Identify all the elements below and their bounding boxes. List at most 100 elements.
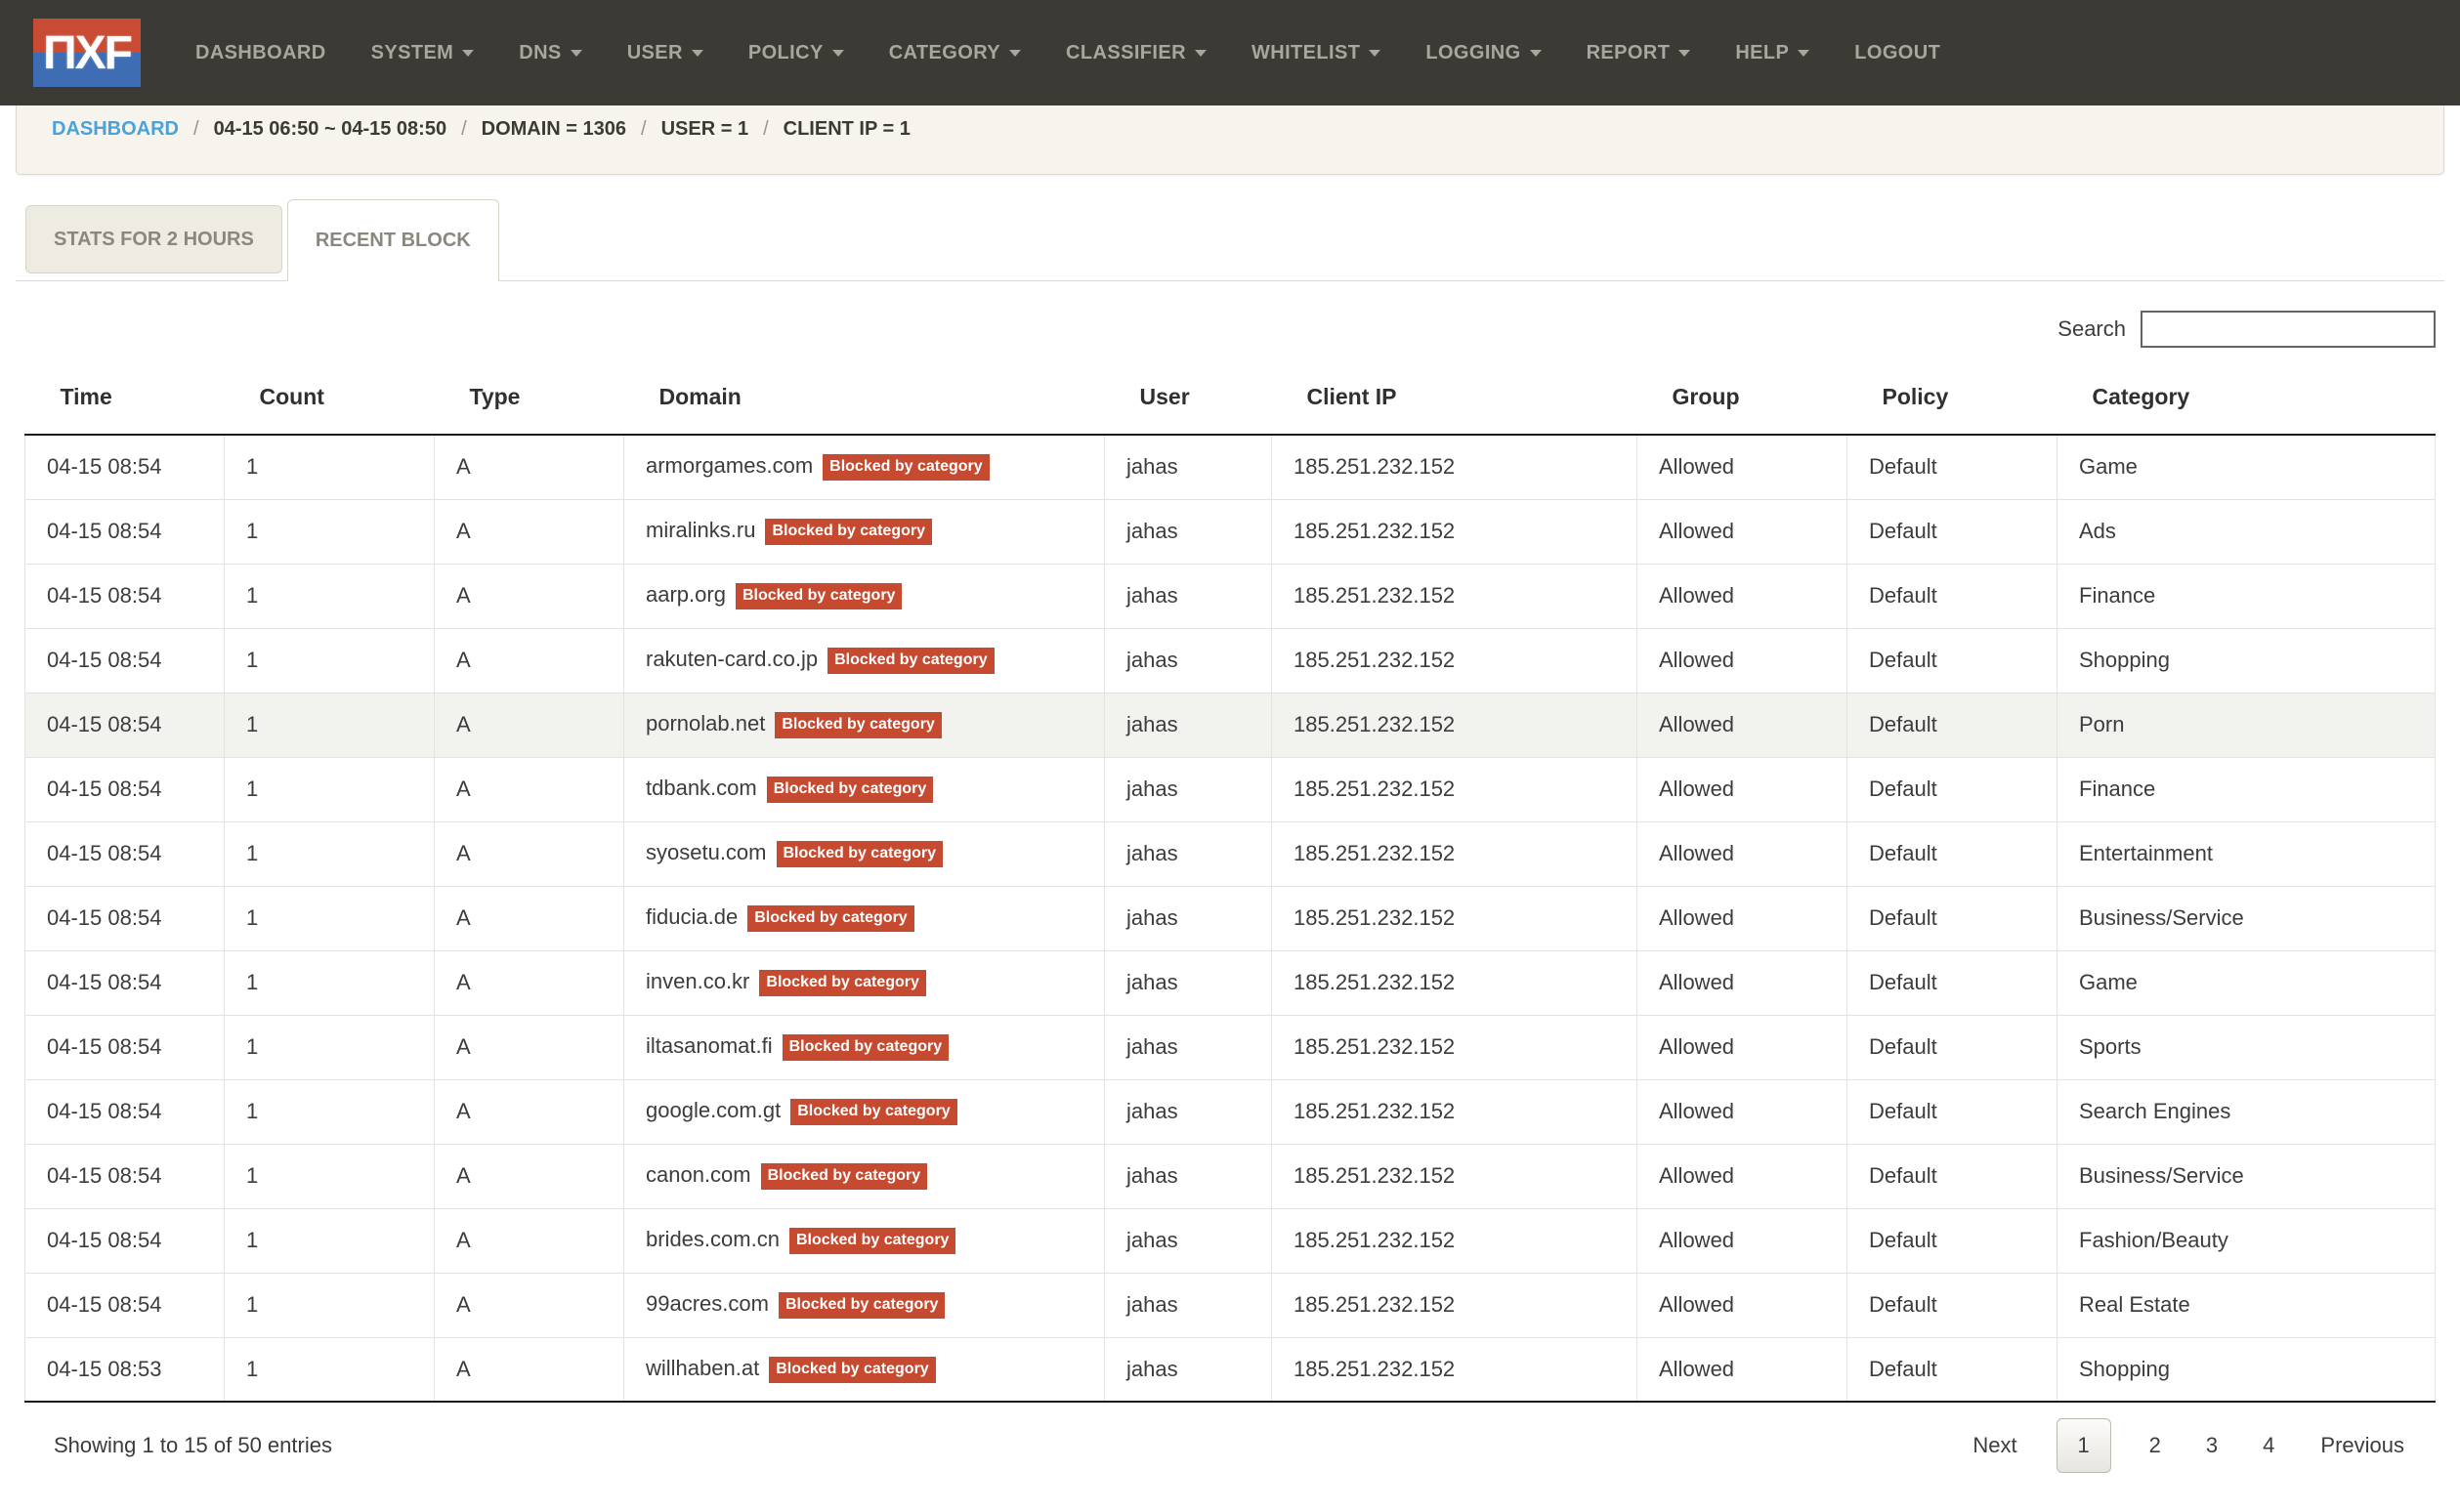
cell-count: 1 bbox=[224, 756, 435, 822]
cell-client-ip: 185.251.232.152 bbox=[1271, 435, 1637, 500]
breadcrumb: DASHBOARD / 04-15 06:50 ~ 04-15 08:50 / DOMA… bbox=[16, 105, 2444, 175]
cell-user: jahas bbox=[1104, 756, 1272, 822]
nav-menu: DASHBOARD SYSTEM DNS USER POLICY CATEGORY CLAS… bbox=[195, 42, 1985, 64]
column-header-policy[interactable]: Policy bbox=[1846, 359, 2057, 436]
search-label: Search bbox=[2057, 316, 2126, 341]
nav-item-help[interactable]: HELP bbox=[1735, 42, 1810, 64]
column-header-category[interactable]: Category bbox=[2057, 359, 2436, 436]
nav-item-classifier[interactable]: CLASSIFIER bbox=[1066, 42, 1207, 64]
breadcrumb-segment: CLIENT IP = 1 bbox=[783, 118, 911, 140]
cell-time: 04-15 08:54 bbox=[24, 820, 225, 887]
search-input[interactable] bbox=[2141, 311, 2436, 348]
tab-label: RECENT BLOCK bbox=[315, 229, 471, 251]
nav-item-policy[interactable]: POLICY bbox=[748, 42, 844, 64]
nav-item-report[interactable]: REPORT bbox=[1587, 42, 1691, 64]
cell-client-ip: 185.251.232.152 bbox=[1271, 1143, 1637, 1209]
cell-count: 1 bbox=[224, 1143, 435, 1209]
cell-type: A bbox=[434, 949, 624, 1016]
tab-recent-block[interactable]: RECENT BLOCK bbox=[286, 199, 499, 281]
pagination-next[interactable]: Next bbox=[1972, 1433, 2017, 1457]
cell-count: 1 bbox=[224, 820, 435, 887]
blocked-by-category-badge: Blocked by category bbox=[765, 519, 932, 545]
nav-item-system[interactable]: SYSTEM bbox=[371, 42, 475, 64]
blocked-by-category-badge: Blocked by category bbox=[759, 970, 926, 996]
cell-policy: Default bbox=[1846, 756, 2057, 822]
cell-time: 04-15 08:54 bbox=[24, 435, 225, 500]
pagination-page-4[interactable]: 4 bbox=[2263, 1433, 2275, 1457]
column-header-time[interactable]: Time bbox=[24, 359, 225, 436]
cell-category: Business/Service bbox=[2057, 885, 2436, 951]
breadcrumb-separator: / bbox=[641, 118, 647, 140]
cell-category: Game bbox=[2057, 949, 2436, 1016]
cell-type: A bbox=[434, 885, 624, 951]
cell-policy: Default bbox=[1846, 627, 2057, 693]
cell-domain: iltasanomat.fi Blocked by category bbox=[623, 1014, 1105, 1080]
cell-category: Search Engines bbox=[2057, 1078, 2436, 1145]
cell-category: Entertainment bbox=[2057, 820, 2436, 887]
pagination-pages: 1 2 3 4 bbox=[2041, 1418, 2298, 1473]
cell-user: jahas bbox=[1104, 563, 1272, 629]
pagination-page-3[interactable]: 3 bbox=[2205, 1433, 2219, 1457]
tab-stats-for-2-hours[interactable]: STATS FOR 2 HOURS bbox=[25, 205, 282, 273]
app-logo[interactable]: ΠXF bbox=[33, 19, 141, 87]
nav-item-whitelist[interactable]: WHITELIST bbox=[1251, 42, 1381, 64]
cell-time: 04-15 08:54 bbox=[24, 885, 225, 951]
column-header-type[interactable]: Type bbox=[434, 359, 624, 436]
cell-group: Allowed bbox=[1636, 1272, 1847, 1338]
nav-item-logout[interactable]: LOGOUT bbox=[1854, 42, 1940, 64]
cell-category: Finance bbox=[2057, 756, 2436, 822]
pagination-page-2[interactable]: 2 bbox=[2148, 1433, 2161, 1457]
column-header-user[interactable]: User bbox=[1104, 359, 1272, 436]
cell-user: jahas bbox=[1104, 627, 1272, 693]
cell-category: Finance bbox=[2057, 563, 2436, 629]
nav-item-category[interactable]: CATEGORY bbox=[889, 42, 1022, 64]
nav-item-label: DNS bbox=[519, 41, 562, 63]
nav-item-dns[interactable]: DNS bbox=[519, 41, 582, 64]
nav-item-logging[interactable]: LOGGING bbox=[1425, 42, 1542, 64]
cell-domain: syosetu.com Blocked by category bbox=[623, 820, 1105, 887]
pagination-previous[interactable]: Previous bbox=[2320, 1433, 2404, 1457]
cell-count: 1 bbox=[224, 435, 435, 500]
column-header-client-ip[interactable]: Client IP bbox=[1271, 359, 1637, 436]
pagination-page-1[interactable]: 1 bbox=[2056, 1418, 2111, 1473]
blocked-by-category-badge: Blocked by category bbox=[766, 777, 934, 803]
cell-client-ip: 185.251.232.152 bbox=[1271, 949, 1637, 1016]
chevron-down-icon bbox=[1529, 49, 1542, 57]
cell-domain: willhaben.at Blocked by category bbox=[623, 1336, 1105, 1403]
nav-item-dashboard[interactable]: DASHBOARD bbox=[195, 42, 326, 64]
column-header-domain[interactable]: Domain bbox=[623, 359, 1105, 436]
cell-count: 1 bbox=[224, 498, 435, 565]
breadcrumb-dashboard-link[interactable]: DASHBOARD bbox=[52, 118, 179, 140]
cell-policy: Default bbox=[1846, 1207, 2057, 1274]
cell-type: A bbox=[434, 820, 624, 887]
cell-time: 04-15 08:54 bbox=[24, 1272, 225, 1338]
logo-red-half bbox=[33, 19, 141, 53]
cell-user: jahas bbox=[1104, 820, 1272, 887]
cell-category: Sports bbox=[2057, 1014, 2436, 1080]
cell-policy: Default bbox=[1846, 1272, 2057, 1338]
cell-domain: miralinks.ru Blocked by category bbox=[623, 498, 1105, 565]
nav-item-label: LOGOUT bbox=[1854, 41, 1941, 63]
cell-time: 04-15 08:54 bbox=[24, 756, 225, 822]
cell-domain: 99acres.com Blocked by category bbox=[623, 1272, 1105, 1338]
table-row[interactable]: 04-15 08:54 1 A 99acres.com Blocked by categ… bbox=[24, 1272, 2436, 1338]
column-header-count[interactable]: Count bbox=[224, 359, 435, 436]
search-row: Search bbox=[24, 311, 2436, 348]
column-header-group[interactable]: Group bbox=[1636, 359, 1847, 436]
nav-item-user[interactable]: USER bbox=[627, 42, 703, 64]
domain-text: miralinks.ru bbox=[646, 518, 756, 542]
